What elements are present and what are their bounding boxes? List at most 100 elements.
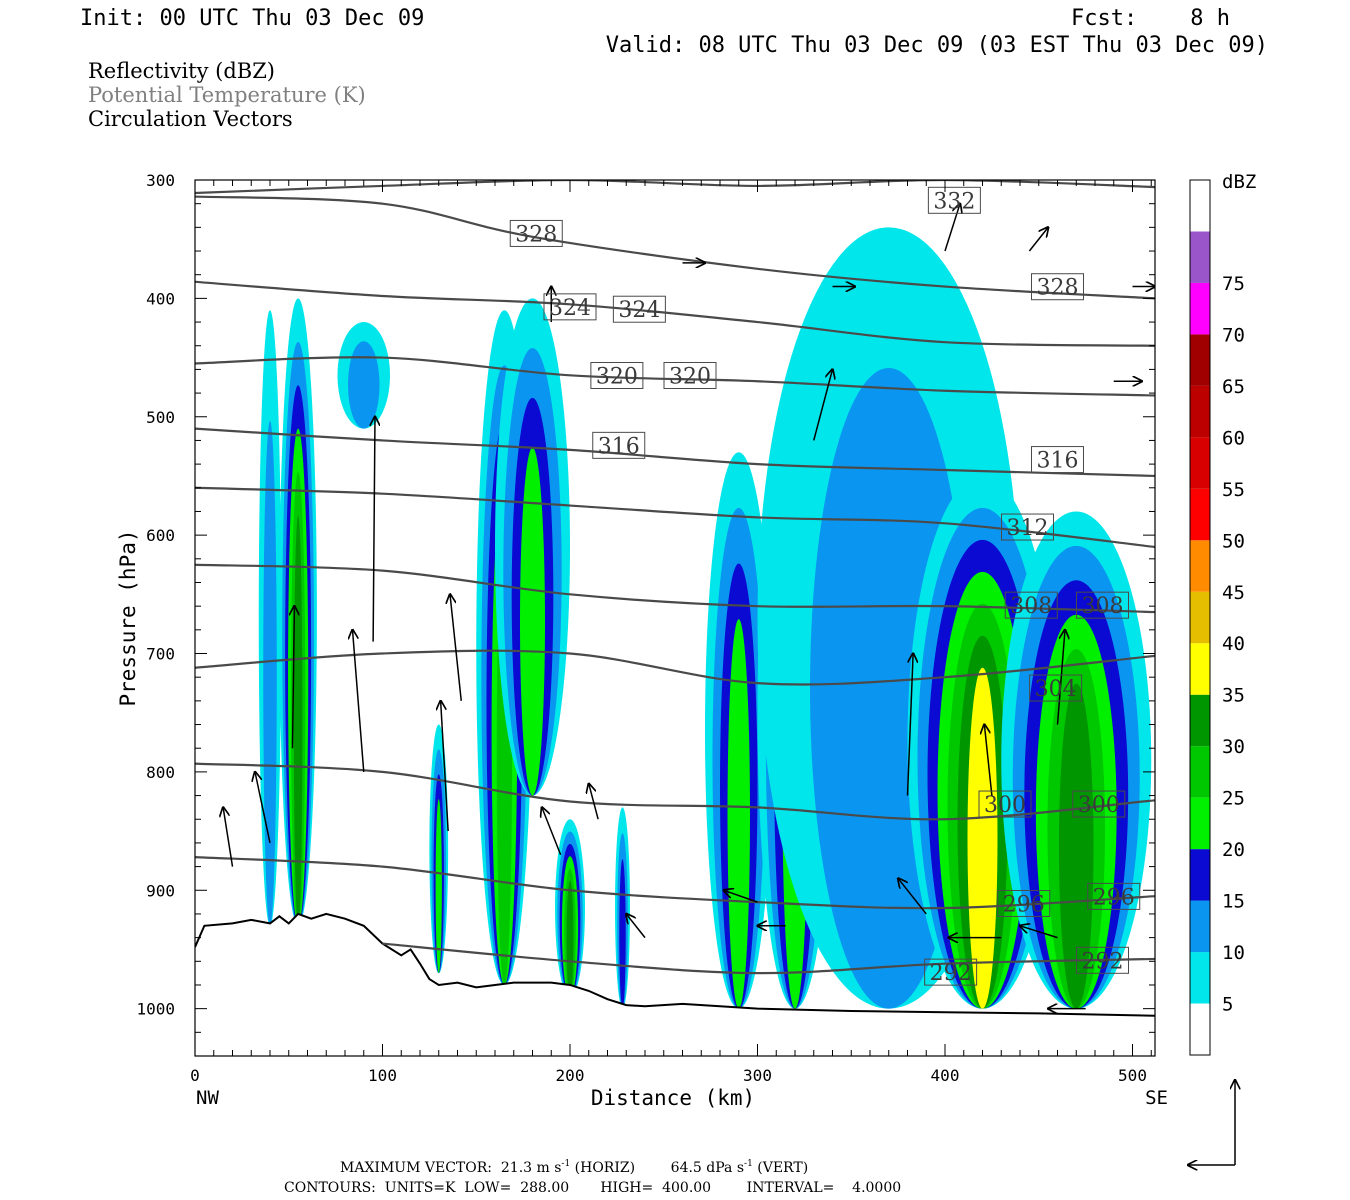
circulation-vector-4 [450,594,462,701]
theta-label-box-296-0 [997,889,1051,917]
colorbar-label-45: 45 [1222,582,1245,604]
theta-contour-312 [195,486,1155,549]
circulation-vector-25 [255,772,271,844]
x-tick-label-500: 500 [1118,1066,1147,1085]
colorbar-swatch-15 [1190,231,1210,283]
colorbar-label-35: 35 [1222,685,1245,707]
reflectivity-cell-5-level-20 [520,447,545,796]
theta-contour-332 [195,180,1155,195]
y-tick-label-1000: 1000 [136,1000,175,1019]
x-tick-label-300: 300 [743,1066,772,1085]
theta-label-300-0: 300 [984,793,1026,818]
theta-label-304-0: 304 [1035,677,1077,702]
colorbar-label-60: 60 [1222,427,1245,449]
theta-label-332-0: 332 [933,189,975,214]
colorbar-frame [1189,179,1211,1056]
colorbar-label-65: 65 [1222,376,1245,398]
colorbar-swatch-1 [1190,952,1210,1004]
circulation-vector-24 [589,784,599,820]
colorbar-label-25: 25 [1222,788,1245,810]
circulation-vector-3 [441,701,449,832]
reflectivity-cell-0-level-10 [263,421,277,926]
y-tick-label-300: 300 [146,171,175,190]
x-tick-label-200: 200 [556,1066,585,1085]
reflectivity-cell-3-level-20 [435,799,442,974]
reflectivity-cell-8-level-20 [727,619,750,1009]
field-title-theta: Potential Temperature (K) [88,83,366,107]
field-title-vectors: Circulation Vectors [88,107,293,131]
plot-frame [194,179,1156,1057]
y-axis-title: Pressure (hPa) [116,529,140,706]
colorbar-label-5: 5 [1222,994,1233,1016]
colorbar-swatch-7 [1190,643,1210,695]
reference-vector-icon [1188,1080,1235,1165]
theta-label-box-328-1 [1031,273,1084,301]
y-tick-label-600: 600 [146,526,175,545]
colorbar: 5 10 15 20 25 30 35 40 45 50 55 60 65 70 75 [1189,179,1245,1056]
axes: 0 100 200 300 400 500 300 400 500 600 700 800 900 100… [136,171,1155,1085]
theta-contour-296 [195,856,1155,910]
footer-maximum-vector: MAXIMUM VECTOR: 21.3 m s-1 (HORIZ) 64.5 … [340,1159,808,1176]
theta-label-300-1: 300 [1078,793,1120,818]
theta-label-box-316-0 [592,431,646,459]
theta-label-296-1: 296 [1093,885,1135,910]
x-axis-right-label: SE [1145,1087,1168,1109]
circulation-vector-7 [906,654,914,796]
colorbar-swatch-5 [1190,746,1210,798]
x-axis-title: Distance (km) [591,1086,755,1110]
colorbar-label-50: 50 [1222,530,1245,552]
theta-contour-308 [195,563,1155,614]
theta-contour-316 [195,427,1155,478]
colorbar-swatch-0 [1190,1003,1210,1055]
reflectivity-cell-7-level-15 [619,859,626,1009]
colorbar-swatch-14 [1190,282,1210,335]
colorbar-label-10: 10 [1222,942,1245,964]
colorbar-swatch-16 [1190,180,1210,232]
colorbar-swatch-3 [1190,849,1210,901]
x-tick-label-0: 0 [190,1066,200,1085]
theta-label-box-320-1 [663,362,717,390]
theta-label-box-328-0 [509,219,563,247]
theta-label-316-0: 316 [598,434,640,459]
theta-label-box-308-1 [1076,591,1129,619]
y-tick-label-700: 700 [146,645,175,664]
plot-area [195,180,1155,1056]
theta-label-320-1: 320 [669,365,711,390]
theta-label-box-308-0 [1004,591,1058,619]
colorbar-unit: dBZ [1222,171,1256,193]
terrain-surface-line [195,912,1155,1017]
reflectivity-cell-6-level-30 [566,880,574,997]
colorbar-swatch-10 [1190,488,1210,541]
reflectivity-cell-11-level-35 [967,667,998,1009]
theta-contour-labels: 332 328 328 324 324 320 320 316 316 312 308 308 304 3… [509,186,1141,986]
theta-contour-292 [382,942,1155,975]
theta-contour-304 [195,649,1155,686]
circulation-vector-23 [542,807,562,856]
theta-contours [195,180,1155,975]
circulation-vector-8 [984,725,993,796]
colorbar-label-15: 15 [1222,891,1245,913]
y-tick-label-800: 800 [146,763,175,782]
theta-label-324-0: 324 [549,296,591,321]
theta-label-box-292-0 [924,958,978,986]
reflectivity-cell-12-level-30 [1058,683,1094,1009]
theta-label-box-316-1 [1031,446,1084,474]
theta-label-296-0: 296 [1003,892,1045,917]
circulation-vector-22 [626,914,646,939]
valid-time-label: Valid: 08 UTC Thu 03 Dec 09 (03 EST Thu … [606,33,1268,58]
colorbar-label-40: 40 [1222,633,1245,655]
theta-label-box-324-0 [543,293,597,321]
colorbar-swatch-6 [1190,694,1210,747]
init-label: Init: 00 UTC Thu 03 Dec 09 [80,6,424,31]
circulation-vector-20 [724,890,758,903]
footer-contours-info: CONTOURS: UNITS=K LOW= 288.00 HIGH= 400.… [284,1180,901,1196]
theta-label-328-1: 328 [1037,276,1079,301]
theta-contour-320 [195,356,1155,397]
y-tick-label-900: 900 [146,881,175,900]
colorbar-label-75: 75 [1222,273,1245,295]
theta-contour-300 [195,762,1155,821]
theta-label-312-0: 312 [1007,516,1049,541]
reflectivity-cell-1-level-30 [293,515,303,926]
colorbar-swatch-9 [1190,540,1210,592]
